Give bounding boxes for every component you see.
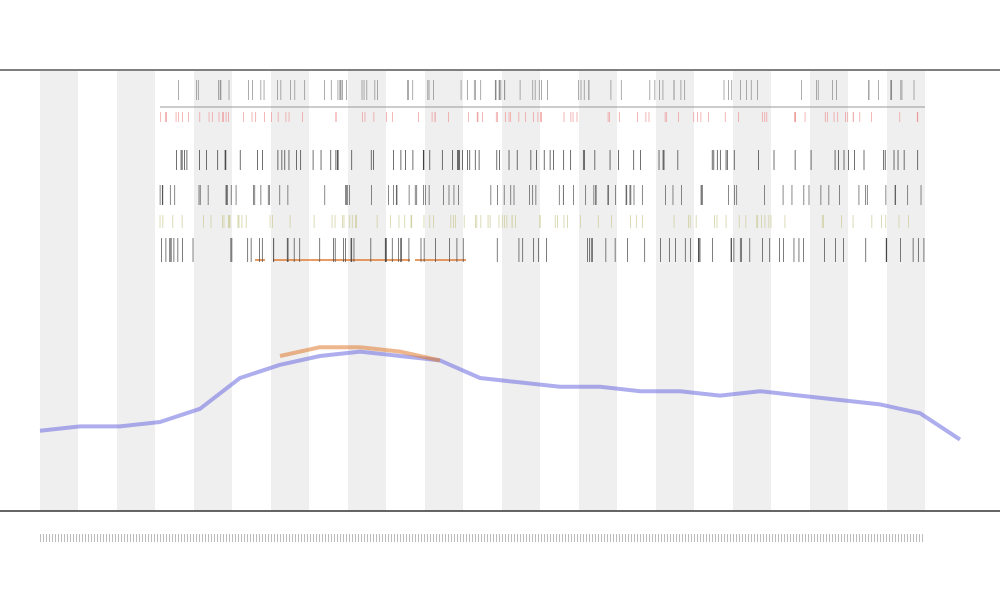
band xyxy=(40,71,78,511)
band xyxy=(117,71,155,511)
band xyxy=(887,71,925,511)
band xyxy=(579,71,617,511)
band xyxy=(271,71,309,511)
background-bands xyxy=(40,71,925,511)
band xyxy=(656,71,694,511)
band xyxy=(733,71,771,511)
feature-ticks xyxy=(159,80,925,262)
series-line xyxy=(279,345,441,363)
band xyxy=(810,71,848,511)
band xyxy=(194,71,232,511)
band xyxy=(502,71,540,511)
band xyxy=(348,71,386,511)
band xyxy=(425,71,463,511)
series-line xyxy=(39,349,962,442)
